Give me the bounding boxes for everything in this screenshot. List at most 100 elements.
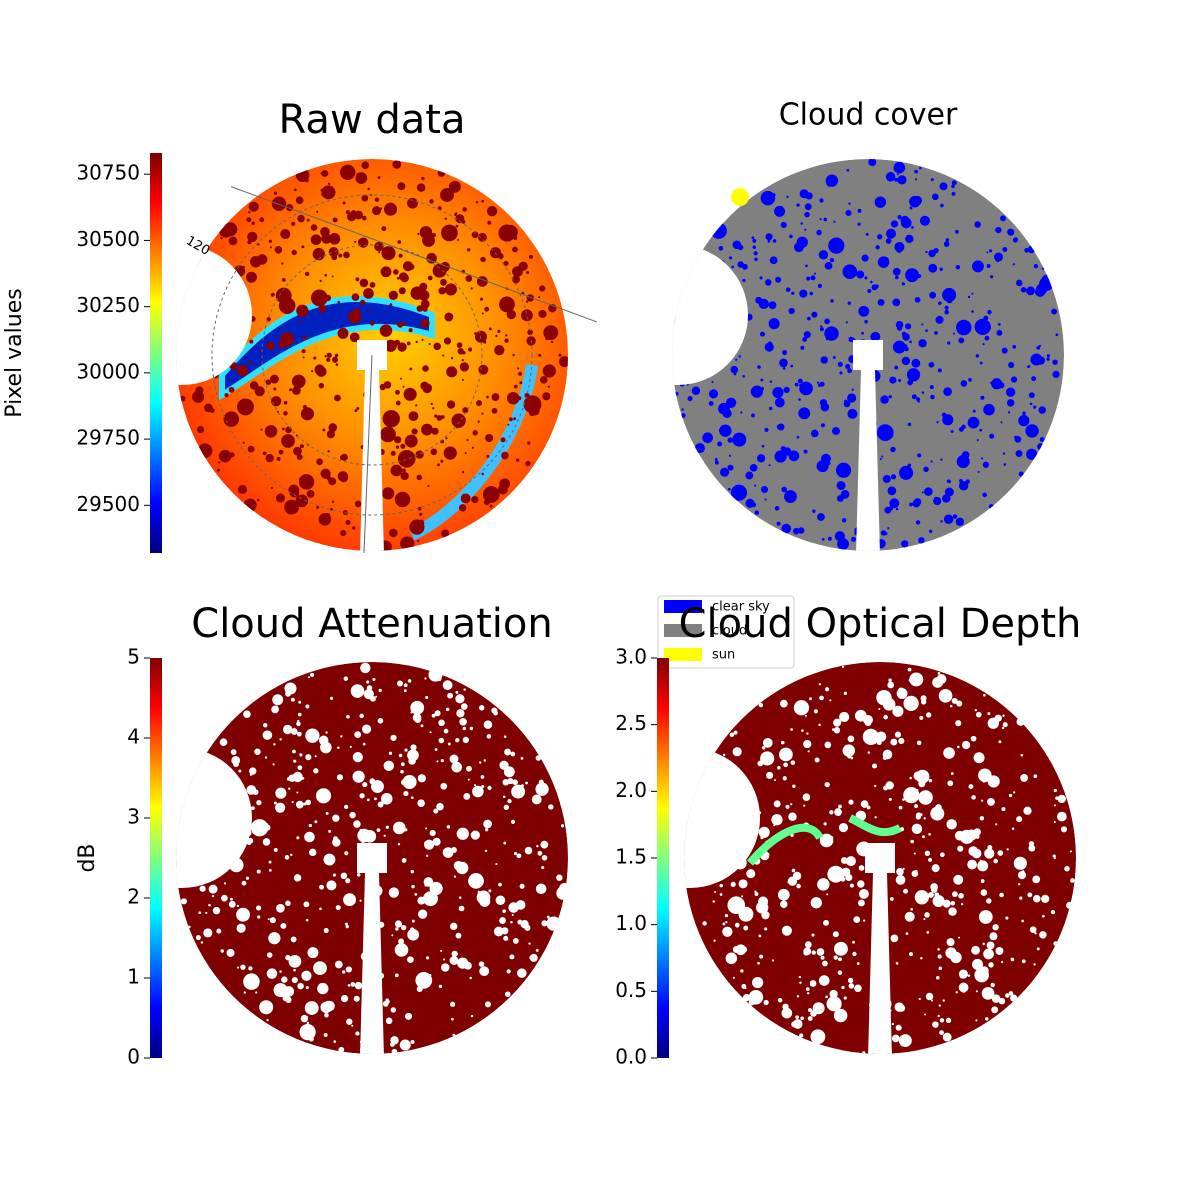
spot bbox=[750, 385, 764, 398]
spot bbox=[799, 1033, 804, 1038]
colorbar-tick-label: 29500 bbox=[76, 492, 140, 516]
spot bbox=[915, 397, 921, 402]
spot bbox=[395, 400, 401, 406]
spot bbox=[944, 305, 949, 310]
spot bbox=[718, 245, 724, 251]
spot bbox=[366, 680, 370, 684]
spot bbox=[761, 746, 766, 750]
spot bbox=[972, 958, 984, 970]
spot bbox=[302, 356, 305, 359]
spot bbox=[519, 381, 523, 385]
spot bbox=[913, 771, 923, 781]
spot bbox=[279, 738, 282, 741]
spot bbox=[918, 339, 927, 348]
spot bbox=[374, 797, 377, 801]
spot bbox=[930, 996, 933, 999]
spot bbox=[486, 734, 492, 739]
spot bbox=[958, 427, 964, 432]
spot bbox=[352, 770, 365, 783]
spot bbox=[358, 237, 369, 248]
spot bbox=[832, 356, 836, 359]
spot bbox=[469, 976, 472, 980]
spot bbox=[841, 867, 851, 877]
spot bbox=[221, 894, 228, 902]
spot bbox=[466, 765, 472, 772]
spot bbox=[461, 378, 465, 381]
spot bbox=[911, 823, 923, 835]
spot bbox=[942, 899, 951, 908]
spot bbox=[858, 865, 865, 871]
colorbar-tick-label: 1 bbox=[127, 965, 140, 989]
spot bbox=[968, 846, 979, 856]
panel-title: Cloud Attenuation bbox=[191, 601, 552, 647]
spot bbox=[443, 446, 457, 460]
spot bbox=[761, 444, 765, 448]
spot bbox=[781, 1007, 793, 1019]
spot bbox=[768, 406, 773, 411]
spot bbox=[297, 719, 300, 723]
spot bbox=[702, 921, 707, 926]
spot bbox=[740, 969, 744, 973]
spot bbox=[334, 960, 343, 969]
spot bbox=[295, 494, 309, 508]
spot bbox=[507, 798, 512, 804]
spot bbox=[753, 251, 758, 256]
spot bbox=[309, 848, 317, 857]
sky-image bbox=[176, 159, 568, 551]
spot bbox=[925, 250, 928, 254]
spot bbox=[495, 863, 498, 866]
spot bbox=[243, 498, 257, 512]
spot bbox=[746, 869, 756, 879]
spot bbox=[455, 214, 465, 224]
spot bbox=[525, 460, 531, 467]
spot bbox=[938, 301, 942, 305]
spot bbox=[250, 256, 262, 268]
spot bbox=[508, 902, 519, 913]
spot bbox=[380, 792, 393, 805]
spot bbox=[756, 454, 766, 463]
spot bbox=[336, 774, 344, 781]
spot bbox=[470, 830, 480, 840]
spot bbox=[993, 858, 999, 864]
spot bbox=[938, 966, 943, 971]
spot bbox=[497, 329, 501, 334]
spot bbox=[266, 952, 273, 958]
spot bbox=[1033, 263, 1039, 269]
spot bbox=[920, 957, 923, 960]
spot bbox=[503, 766, 515, 778]
spot bbox=[849, 883, 854, 888]
spot bbox=[1052, 854, 1056, 858]
spot bbox=[764, 279, 772, 286]
spot bbox=[944, 309, 949, 315]
spot bbox=[345, 966, 352, 973]
spot bbox=[390, 464, 403, 477]
spot bbox=[1069, 850, 1073, 853]
spot bbox=[398, 287, 406, 295]
spot bbox=[548, 804, 554, 810]
mast bbox=[856, 370, 880, 551]
spot bbox=[898, 805, 903, 810]
spot bbox=[891, 1034, 900, 1043]
spot bbox=[960, 380, 968, 387]
spot bbox=[243, 991, 247, 994]
spot bbox=[385, 1017, 393, 1025]
spot bbox=[438, 984, 443, 989]
spot bbox=[1020, 773, 1029, 782]
spot bbox=[994, 252, 1003, 262]
spot bbox=[462, 407, 469, 414]
spot bbox=[798, 407, 811, 420]
spot bbox=[410, 744, 417, 751]
spot bbox=[754, 484, 757, 487]
spot bbox=[819, 399, 828, 407]
spot bbox=[460, 493, 471, 504]
spot bbox=[959, 829, 974, 844]
spot bbox=[248, 201, 259, 212]
spot bbox=[471, 495, 479, 504]
spot bbox=[823, 919, 829, 926]
spot bbox=[478, 961, 485, 967]
spot bbox=[937, 948, 940, 951]
spot bbox=[312, 247, 326, 261]
spot bbox=[981, 987, 995, 1000]
